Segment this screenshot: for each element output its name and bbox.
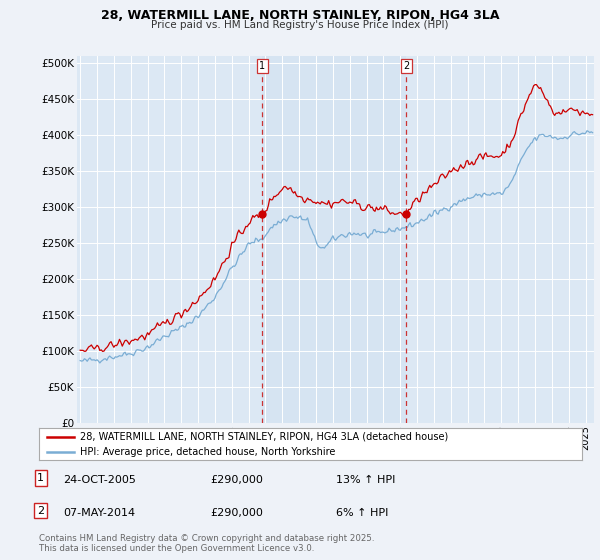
Text: 13% ↑ HPI: 13% ↑ HPI xyxy=(336,475,395,486)
Text: 6% ↑ HPI: 6% ↑ HPI xyxy=(336,508,388,518)
Text: £290,000: £290,000 xyxy=(210,475,263,486)
Text: 2: 2 xyxy=(37,506,44,516)
Text: Price paid vs. HM Land Registry's House Price Index (HPI): Price paid vs. HM Land Registry's House … xyxy=(151,20,449,30)
Text: 24-OCT-2005: 24-OCT-2005 xyxy=(63,475,136,486)
Text: 2: 2 xyxy=(403,61,409,71)
Text: £290,000: £290,000 xyxy=(210,508,263,518)
Text: 07-MAY-2014: 07-MAY-2014 xyxy=(63,508,135,518)
Text: 1: 1 xyxy=(259,61,266,71)
Bar xyxy=(262,56,406,423)
Text: HPI: Average price, detached house, North Yorkshire: HPI: Average price, detached house, Nort… xyxy=(80,446,335,456)
Text: 1: 1 xyxy=(37,473,44,483)
Text: Contains HM Land Registry data © Crown copyright and database right 2025.
This d: Contains HM Land Registry data © Crown c… xyxy=(39,534,374,553)
Text: 28, WATERMILL LANE, NORTH STAINLEY, RIPON, HG4 3LA (detached house): 28, WATERMILL LANE, NORTH STAINLEY, RIPO… xyxy=(80,432,448,442)
Text: 28, WATERMILL LANE, NORTH STAINLEY, RIPON, HG4 3LA: 28, WATERMILL LANE, NORTH STAINLEY, RIPO… xyxy=(101,9,499,22)
